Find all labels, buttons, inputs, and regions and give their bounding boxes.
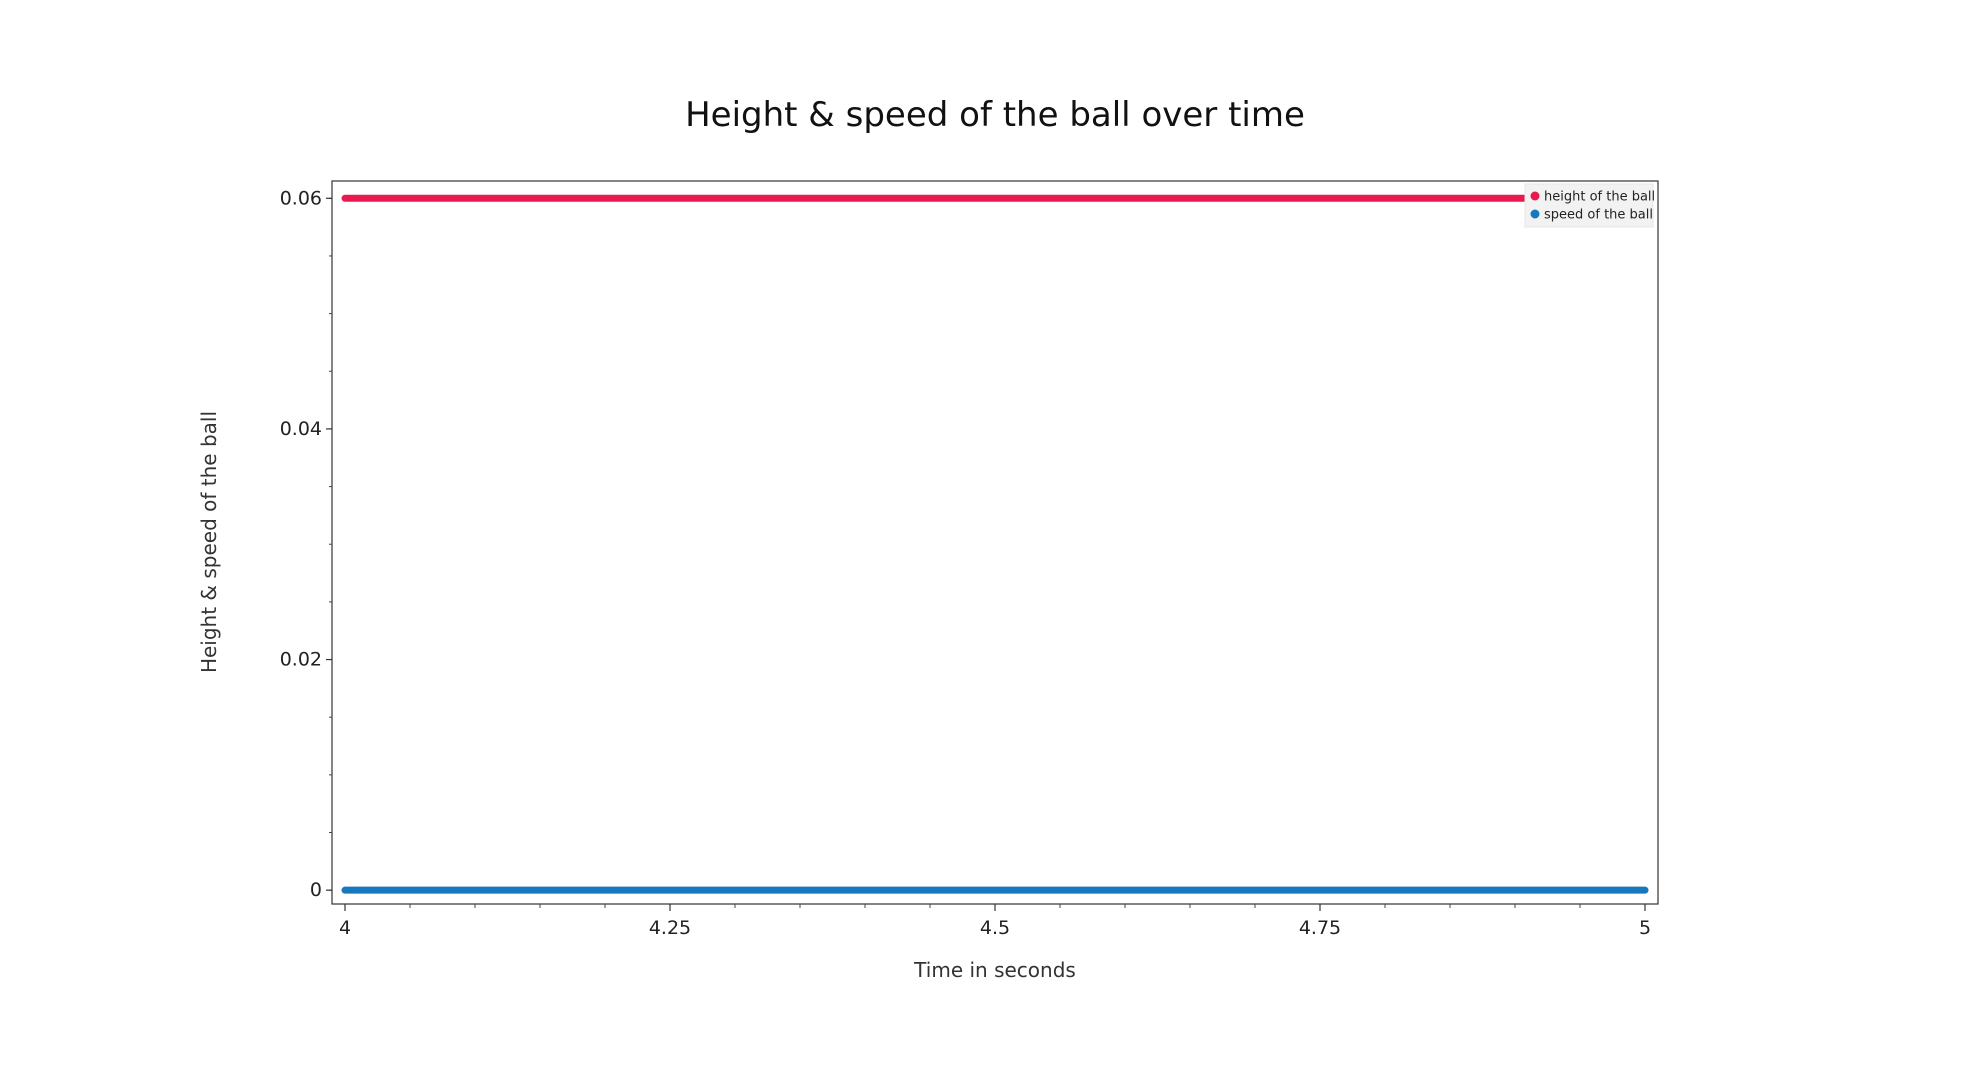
x-axis-ticks: 4 4.25 4.5 4.75 5 bbox=[339, 904, 1651, 939]
legend-swatch-speed bbox=[1530, 209, 1540, 219]
legend-swatch-height bbox=[1530, 191, 1540, 201]
legend-box bbox=[1524, 183, 1654, 228]
legend: height of the ball speed of the ball bbox=[1524, 183, 1655, 228]
plot-area: 0 0.02 0.04 0.06 4 4.25 4.5 4.75 5 bbox=[280, 180, 1659, 939]
y-axis-ticks: 0 0.02 0.04 0.06 bbox=[280, 187, 332, 901]
x-tick-label: 4 bbox=[339, 917, 351, 939]
y-tick-label: 0 bbox=[310, 879, 322, 901]
legend-label-speed: speed of the ball bbox=[1544, 208, 1653, 223]
chart-title: Height & speed of the ball over time bbox=[685, 95, 1305, 135]
y-tick-label: 0.04 bbox=[280, 418, 322, 440]
x-axis-label: Time in seconds bbox=[913, 958, 1076, 982]
x-tick-label: 4.25 bbox=[649, 917, 691, 939]
y-tick-label: 0.02 bbox=[280, 649, 322, 671]
x-tick-label: 5 bbox=[1639, 917, 1651, 939]
y-tick-label: 0.06 bbox=[280, 187, 322, 209]
plot-frame bbox=[331, 180, 1659, 905]
x-tick-label: 4.75 bbox=[1299, 917, 1341, 939]
y-axis-label: Height & speed of the ball bbox=[197, 411, 221, 673]
series-layer bbox=[341, 194, 1649, 894]
x-tick-label: 4.5 bbox=[980, 917, 1010, 939]
legend-label-height: height of the ball bbox=[1544, 190, 1655, 205]
